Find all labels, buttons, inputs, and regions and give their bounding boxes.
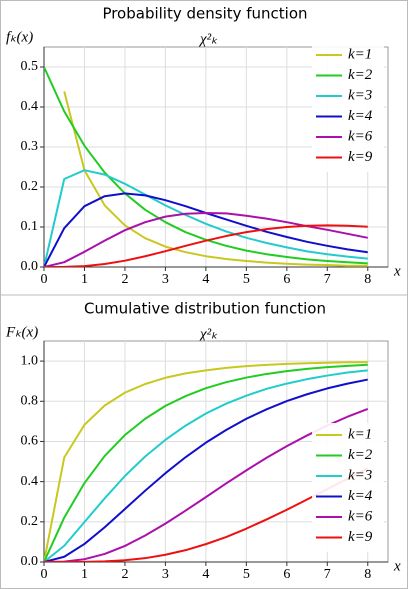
legend-label: k=4 (348, 488, 373, 504)
x-tick-label: 0 (41, 567, 48, 582)
x-tick-label: 6 (283, 272, 290, 287)
chart-title: Cumulative distribution function (84, 300, 326, 318)
series-line (63, 91, 368, 267)
x-tick-label: 3 (162, 567, 169, 582)
y-axis-label: fₖ(x) (6, 29, 33, 45)
legend-label: k=6 (348, 128, 373, 144)
subtitle: χ²ₖ (198, 31, 218, 47)
x-tick-label: 2 (121, 567, 128, 582)
x-tick-label: 3 (162, 272, 169, 287)
x-tick-label: 7 (324, 272, 331, 287)
y-tick-label: 0.0 (21, 259, 39, 274)
series-line (44, 212, 368, 267)
series-line (44, 361, 368, 562)
series-line (44, 224, 368, 267)
legend-box (312, 43, 384, 172)
legend-label: k=9 (348, 149, 373, 165)
x-tick-label: 1 (81, 567, 88, 582)
legend-label: k=2 (348, 67, 373, 83)
y-axis-label: Fₖ(x) (5, 324, 38, 340)
y-tick-label: 1.0 (21, 353, 39, 368)
x-axis-label: x (393, 263, 401, 279)
legend-label: k=2 (348, 447, 373, 463)
legend-label: k=1 (348, 426, 372, 442)
y-tick-label: 0.8 (21, 393, 39, 408)
y-tick-label: 0.1 (21, 219, 39, 234)
y-tick-label: 0.2 (21, 514, 39, 529)
series-line (44, 369, 368, 562)
x-tick-label: 6 (283, 567, 290, 582)
y-tick-label: 0.0 (21, 554, 39, 569)
legend-label: k=1 (348, 46, 372, 62)
x-tick-label: 5 (243, 567, 250, 582)
legend-label: k=9 (348, 529, 373, 545)
x-tick-label: 4 (202, 272, 209, 287)
y-tick-label: 0.4 (21, 99, 39, 114)
x-axis-label: x (393, 558, 401, 574)
subtitle: χ²ₖ (198, 326, 218, 342)
series-line (44, 363, 368, 562)
x-tick-label: 0 (41, 272, 48, 287)
legend-box (312, 423, 384, 552)
chart-title: Probability density function (102, 5, 307, 23)
x-tick-label: 1 (81, 272, 88, 287)
x-tick-label: 5 (243, 272, 250, 287)
series-line (44, 169, 368, 267)
y-tick-label: 0.2 (21, 179, 39, 194)
x-tick-label: 8 (364, 272, 371, 287)
legend-label: k=3 (348, 87, 372, 103)
y-tick-label: 0.3 (21, 139, 39, 154)
x-tick-label: 4 (202, 567, 209, 582)
x-tick-label: 7 (324, 567, 331, 582)
y-tick-label: 0.6 (21, 434, 39, 449)
legend-label: k=4 (348, 108, 373, 124)
x-tick-label: 8 (364, 567, 371, 582)
x-tick-label: 2 (121, 272, 128, 287)
y-tick-label: 0.4 (21, 474, 39, 489)
legend-label: k=6 (348, 508, 373, 524)
series-line (44, 378, 368, 562)
y-tick-label: 0.5 (21, 59, 39, 74)
legend-label: k=3 (348, 467, 372, 483)
